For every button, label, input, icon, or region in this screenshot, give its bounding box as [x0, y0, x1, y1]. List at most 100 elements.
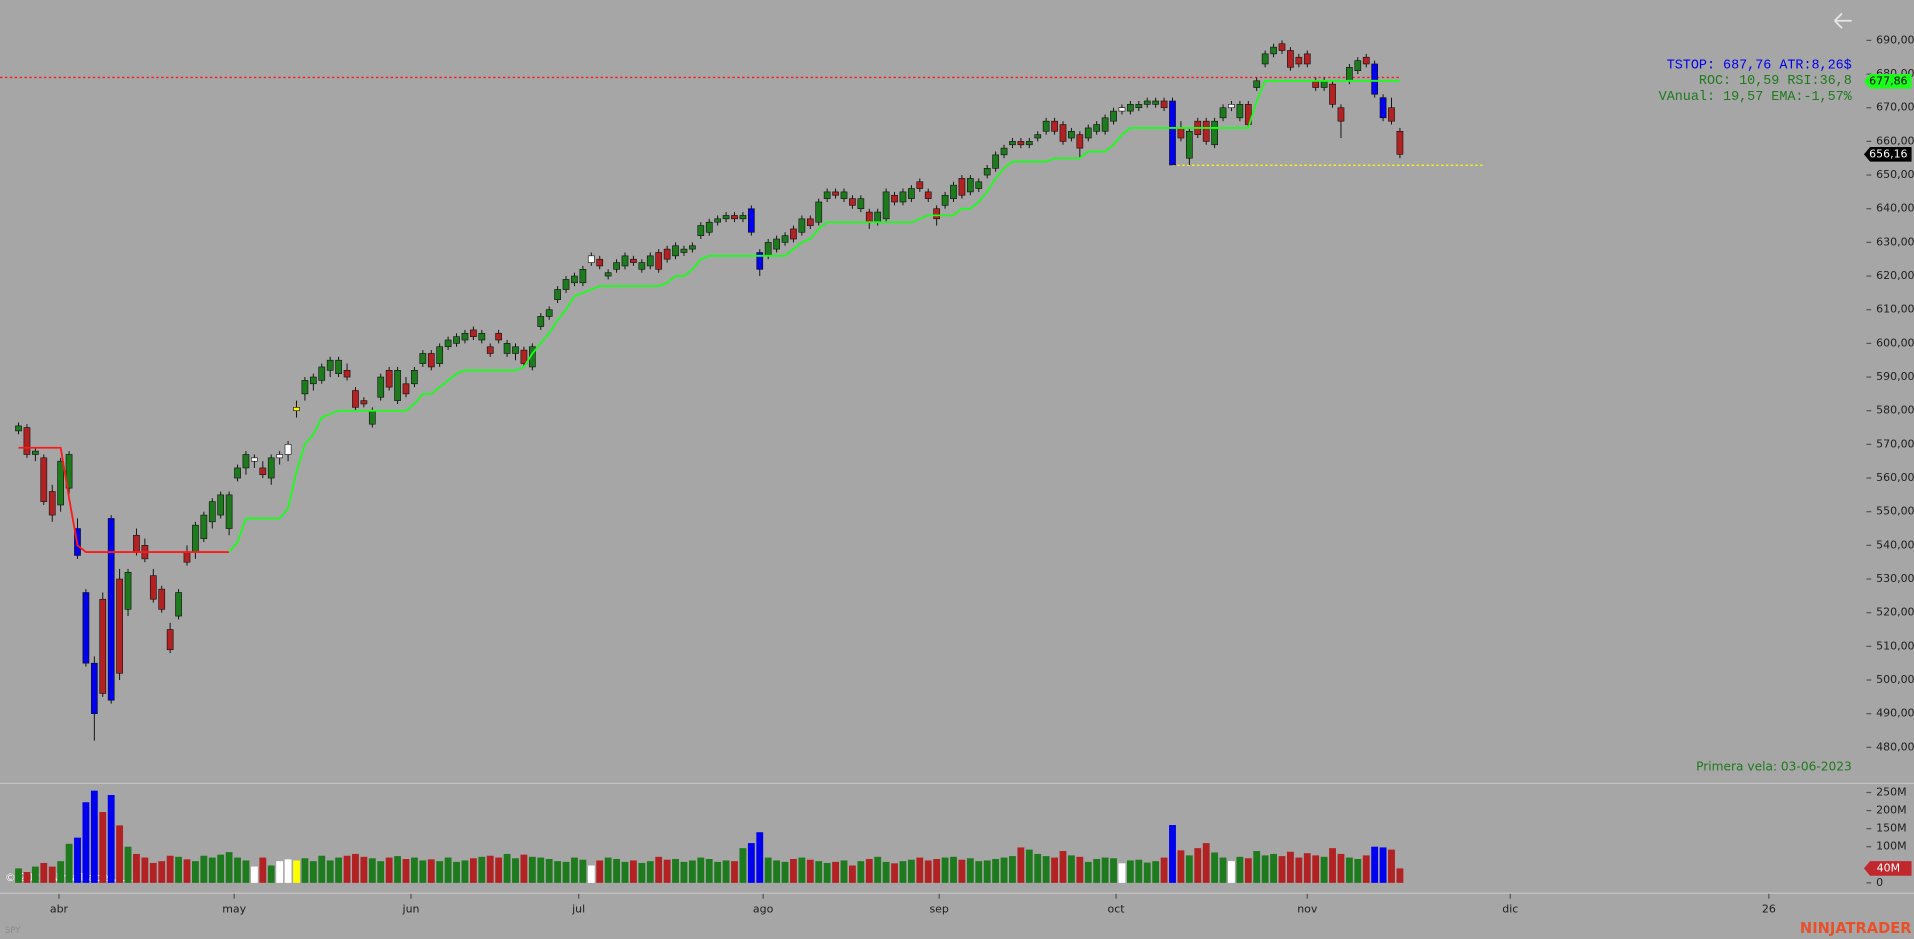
y-tick-label: 600,00 [1876, 336, 1914, 349]
volume-bar [714, 861, 722, 883]
volume-bar [579, 859, 587, 883]
candle-body [1253, 80, 1261, 88]
back-arrow[interactable] [1834, 12, 1852, 29]
candle-body [1312, 80, 1320, 88]
volume-bar [924, 860, 932, 883]
volume-bar [208, 857, 216, 883]
volume-bar [1093, 858, 1101, 883]
candle-body [1388, 107, 1395, 122]
volume-bar [48, 866, 56, 883]
candle-body [427, 353, 435, 368]
volume-bar [806, 859, 814, 883]
volume-bar [469, 858, 477, 883]
candle-body [966, 178, 974, 193]
y-tick-label: 500,00 [1876, 673, 1914, 686]
candle-body [267, 457, 275, 479]
volume-bar [259, 857, 267, 883]
candle-body [958, 178, 966, 196]
candle-body [1101, 117, 1109, 132]
candle-body [1068, 130, 1075, 139]
candle-body [1177, 127, 1185, 139]
candle-body [1295, 56, 1303, 65]
volume-bar [1270, 853, 1277, 883]
candle-body [470, 329, 477, 337]
volume-bar [478, 856, 486, 883]
candle-body [1093, 124, 1101, 132]
candle-body [15, 425, 22, 432]
volume-bar [309, 861, 317, 883]
volume-bar [933, 858, 941, 883]
volume-bar [705, 858, 713, 883]
candle-body [1379, 97, 1387, 119]
candle-body [23, 427, 31, 455]
volume-bar [680, 861, 688, 883]
candle-body [663, 248, 671, 260]
candle-body [149, 575, 157, 600]
candle-body [183, 551, 191, 563]
volume-bar [1194, 848, 1202, 883]
volume-bar [191, 861, 199, 883]
volume-bar [200, 855, 208, 883]
candle-body [503, 343, 511, 354]
candle-body [1396, 130, 1404, 155]
candle-body [1110, 110, 1117, 122]
candle-body [933, 208, 941, 220]
volume-tick-label: 200M [1876, 804, 1906, 817]
candle-body [899, 191, 907, 203]
y-tick-label: 630,00 [1876, 235, 1914, 248]
volume-bar [1034, 853, 1042, 883]
candle-body [630, 258, 637, 263]
volume-bar [335, 857, 343, 883]
volume-bar [65, 843, 73, 883]
candle-body [731, 215, 738, 220]
candle-body [849, 198, 856, 206]
y-tick-label: 640,00 [1876, 202, 1914, 215]
y-tick-label: 690,00 [1876, 33, 1914, 46]
volume-bar [175, 856, 182, 883]
y-tick-label: 520,00 [1876, 606, 1914, 619]
candle-body [865, 211, 873, 223]
candle-body [99, 598, 107, 694]
volume-bar [941, 857, 949, 883]
price-tag-box [1863, 73, 1912, 89]
candle-body [790, 228, 797, 240]
volume-bar [1152, 861, 1160, 883]
candle-body [32, 450, 39, 455]
volume-bar [1118, 863, 1126, 883]
candle-body [697, 225, 705, 236]
volume-bar [587, 865, 595, 883]
volume-bar [773, 860, 781, 883]
volume-bar [57, 861, 65, 883]
candle-body [368, 410, 376, 425]
candle-body [242, 454, 250, 469]
volume-bar [697, 857, 705, 883]
candle-body [90, 662, 98, 714]
candle-body [1009, 141, 1016, 146]
candle-body [335, 359, 342, 374]
y-tick-label: 560,00 [1876, 471, 1914, 484]
candle-body [1051, 120, 1058, 132]
volume-bar [849, 865, 856, 883]
y-tick-label: 590,00 [1876, 370, 1914, 383]
candle-body [992, 154, 999, 169]
volume-bar [1371, 846, 1379, 883]
candle-body [200, 514, 208, 539]
volume-bar [284, 859, 292, 883]
y-tick-label: 550,00 [1876, 505, 1914, 518]
candle-body [512, 346, 519, 354]
candle-body [621, 255, 629, 267]
volume-bar [183, 859, 191, 883]
candle-body [1270, 46, 1277, 55]
volume-bar [1261, 855, 1269, 883]
candle-body [1000, 147, 1008, 156]
candle-body [1076, 134, 1084, 149]
volume-bar [1329, 848, 1336, 883]
candle-body [646, 255, 654, 267]
volume-bar [840, 860, 848, 883]
volume-bar [486, 855, 494, 883]
volume-bar [975, 861, 983, 883]
annotation: ROC: 10,59 RSI:36,8 [1699, 74, 1852, 89]
candle-body [1320, 80, 1328, 88]
volume-bar [503, 853, 511, 883]
volume-bar [1362, 855, 1370, 883]
